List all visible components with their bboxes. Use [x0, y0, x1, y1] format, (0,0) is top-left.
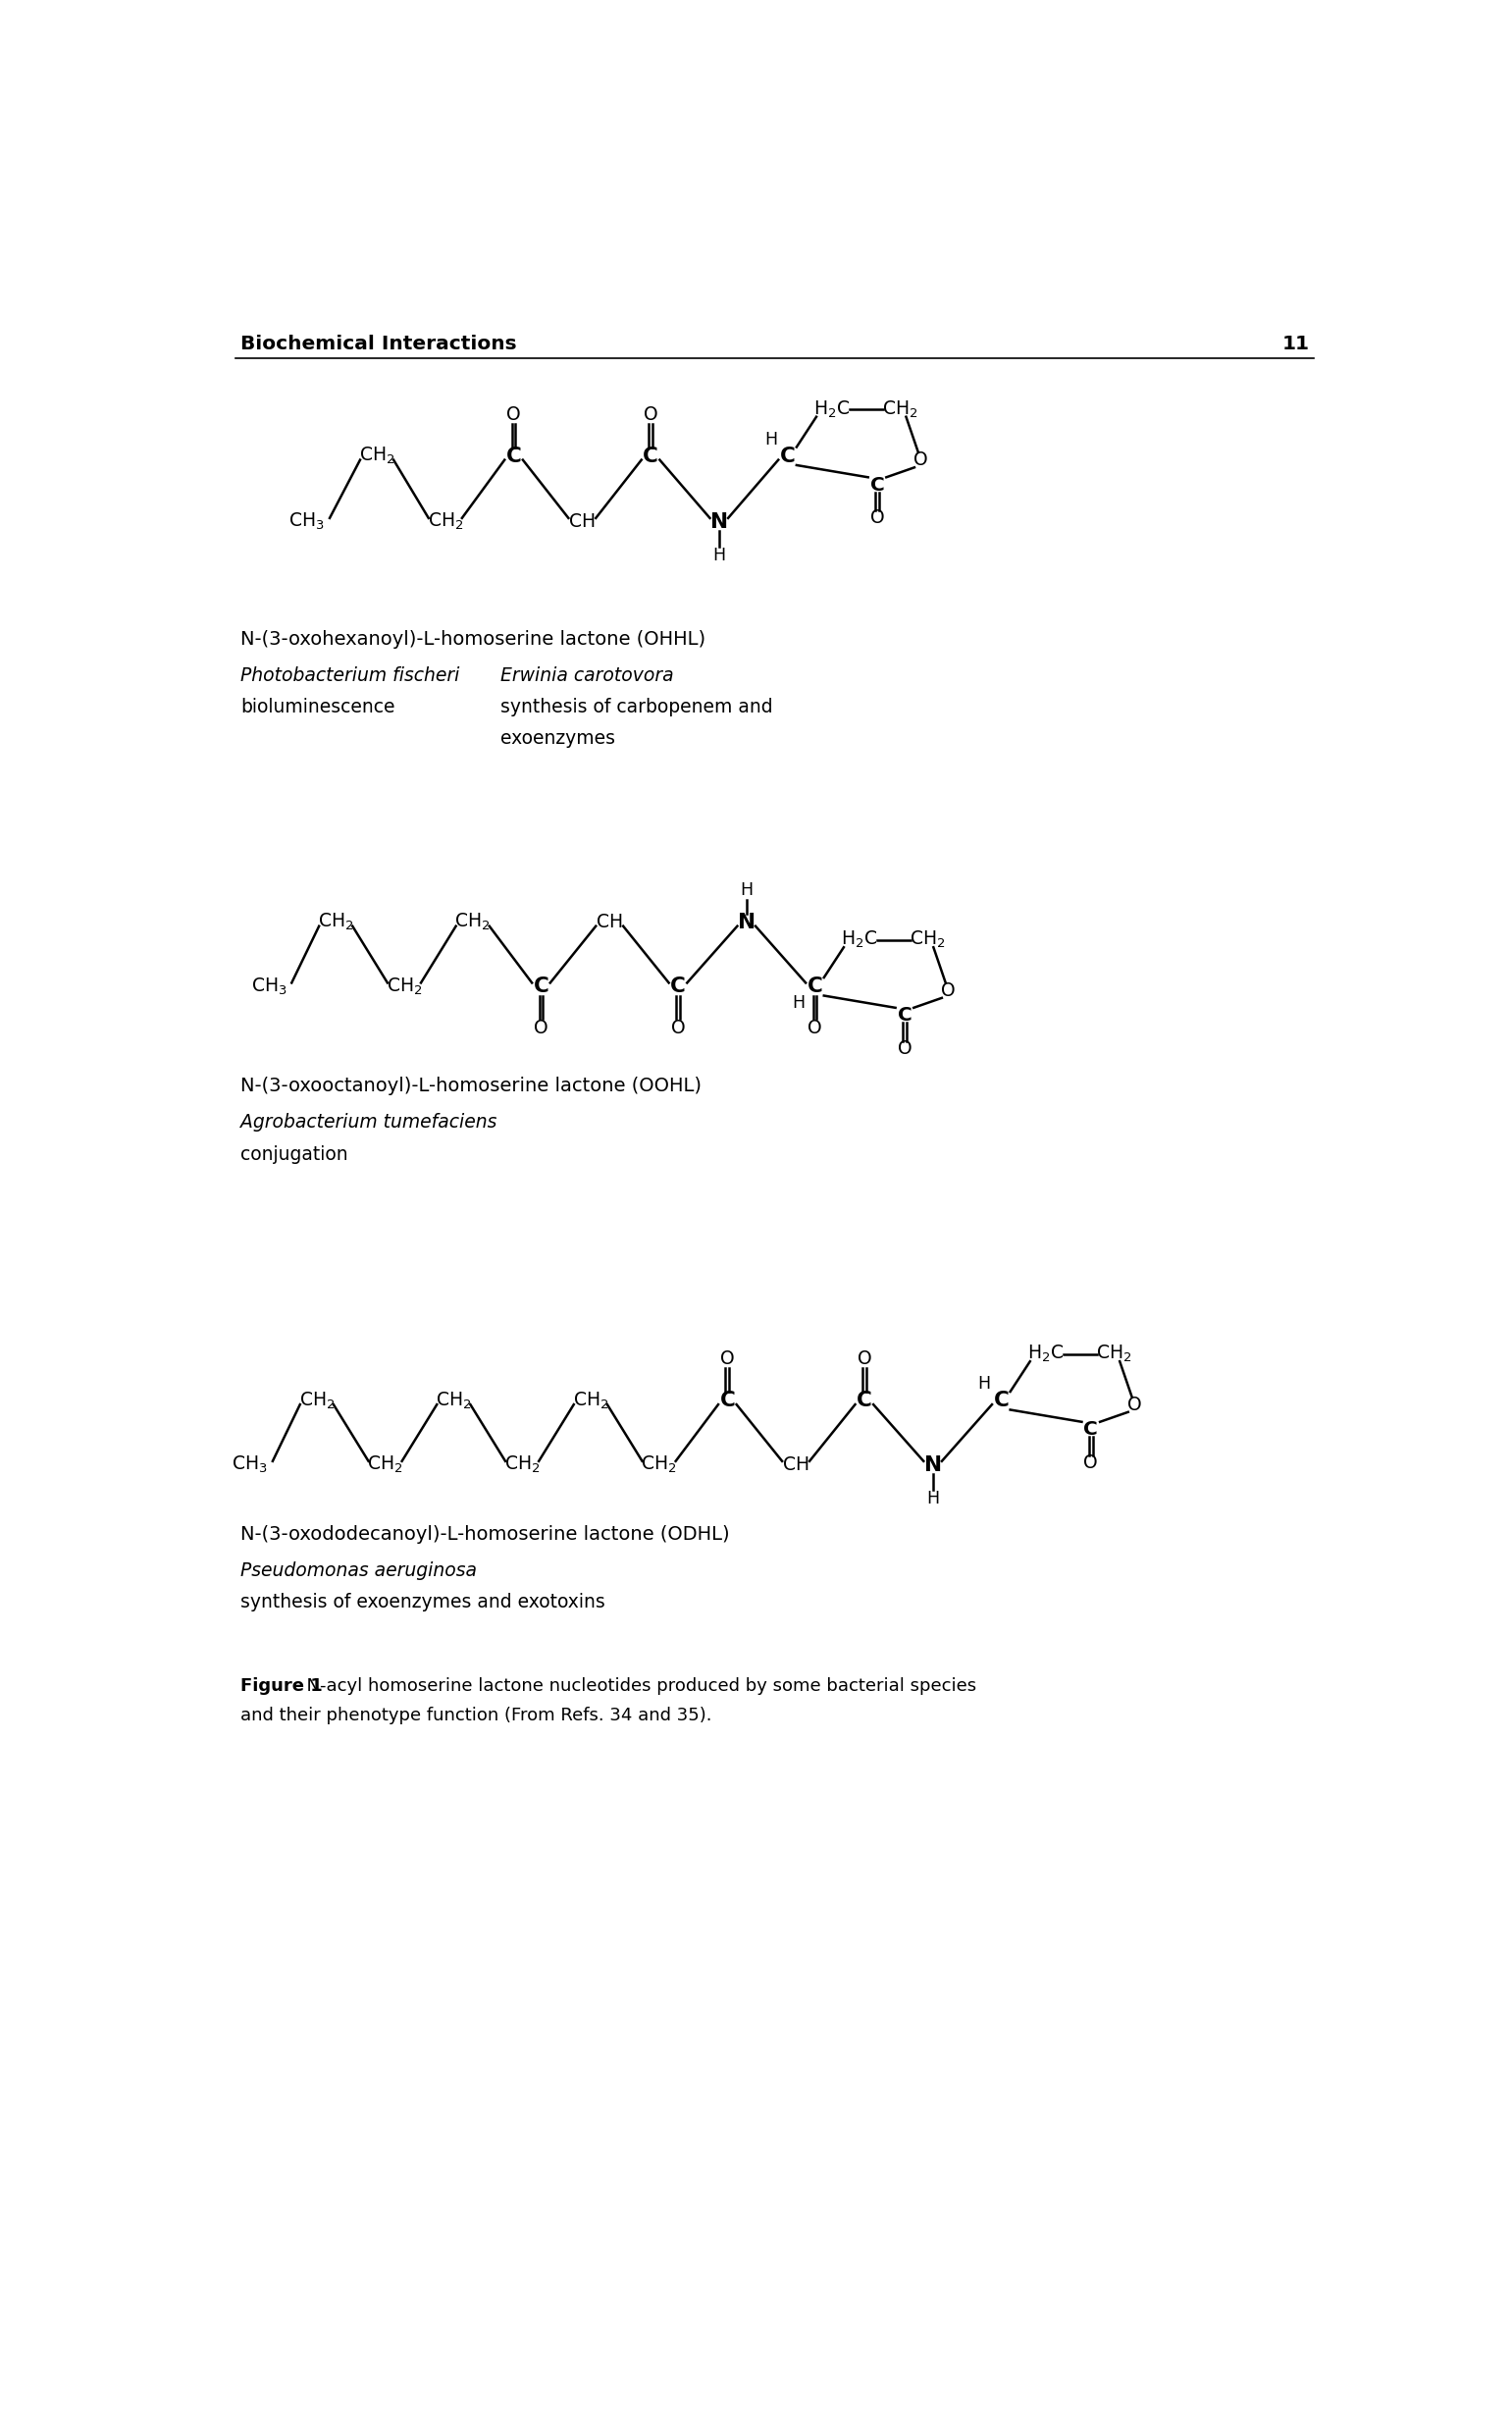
- Text: CH$_2$: CH$_2$: [318, 913, 354, 932]
- Text: CH$_2$: CH$_2$: [386, 976, 422, 998]
- Text: O: O: [720, 1350, 735, 1369]
- Text: N: N: [711, 512, 727, 532]
- Text: CH$_3$: CH$_3$: [231, 1454, 268, 1476]
- Text: C: C: [643, 447, 658, 466]
- Text: bioluminescence: bioluminescence: [240, 697, 395, 716]
- Text: C: C: [1084, 1420, 1098, 1440]
- Text: CH$_2$: CH$_2$: [881, 398, 918, 420]
- Text: Figure 1: Figure 1: [240, 1678, 324, 1695]
- Text: O: O: [913, 452, 928, 469]
- Text: CH$_2$: CH$_2$: [641, 1454, 677, 1476]
- Text: C: C: [856, 1391, 872, 1411]
- Text: CH$_2$: CH$_2$: [573, 1391, 608, 1411]
- Text: C: C: [780, 447, 795, 466]
- Text: C: C: [670, 976, 686, 995]
- Text: O: O: [644, 405, 658, 425]
- Text: Pseudomonas aeruginosa: Pseudomonas aeruginosa: [240, 1561, 478, 1581]
- Text: and their phenotype function (From Refs. 34 and 35).: and their phenotype function (From Refs.…: [240, 1707, 712, 1724]
- Text: exoenzymes: exoenzymes: [500, 728, 615, 748]
- Text: CH: CH: [783, 1457, 809, 1474]
- Text: H: H: [978, 1374, 990, 1394]
- Text: CH$_2$: CH$_2$: [1096, 1343, 1131, 1365]
- Text: CH: CH: [596, 913, 623, 932]
- Text: H: H: [764, 430, 777, 449]
- Text: Erwinia carotovora: Erwinia carotovora: [500, 665, 674, 685]
- Text: H: H: [792, 995, 804, 1012]
- Text: CH$_3$: CH$_3$: [251, 976, 287, 998]
- Text: synthesis of carbopenem and: synthesis of carbopenem and: [500, 697, 773, 716]
- Text: H: H: [927, 1491, 939, 1508]
- Text: CH$_2$: CH$_2$: [358, 447, 395, 466]
- Text: O: O: [1126, 1396, 1142, 1413]
- Text: Photobacterium fischeri: Photobacterium fischeri: [240, 665, 460, 685]
- Text: O: O: [671, 1020, 685, 1037]
- Text: N-(3-oxohexanoyl)-L-homoserine lactone (OHHL): N-(3-oxohexanoyl)-L-homoserine lactone (…: [240, 629, 706, 648]
- Text: Biochemical Interactions: Biochemical Interactions: [240, 335, 517, 354]
- Text: C: C: [507, 447, 522, 466]
- Text: O: O: [857, 1350, 871, 1369]
- Text: O: O: [869, 510, 885, 527]
- Text: C: C: [869, 476, 885, 495]
- Text: synthesis of exoenzymes and exotoxins: synthesis of exoenzymes and exotoxins: [240, 1593, 605, 1612]
- Text: CH$_2$: CH$_2$: [367, 1454, 404, 1476]
- Text: CH: CH: [569, 512, 596, 532]
- Text: CH$_2$: CH$_2$: [299, 1391, 334, 1411]
- Text: O: O: [898, 1039, 912, 1059]
- Text: H$_2$C: H$_2$C: [1027, 1343, 1063, 1365]
- Text: H$_2$C: H$_2$C: [841, 930, 877, 949]
- Text: O: O: [507, 405, 520, 425]
- Text: C: C: [807, 976, 823, 995]
- Text: CH$_2$: CH$_2$: [435, 1391, 472, 1411]
- Text: O: O: [534, 1020, 549, 1037]
- Text: N-(3-oxooctanoyl)-L-homoserine lactone (OOHL): N-(3-oxooctanoyl)-L-homoserine lactone (…: [240, 1078, 702, 1095]
- Text: H: H: [712, 546, 726, 566]
- Text: N: N: [738, 913, 756, 932]
- Text: O: O: [807, 1020, 823, 1037]
- Text: C: C: [534, 976, 549, 995]
- Text: CH$_2$: CH$_2$: [455, 913, 490, 932]
- Text: H$_2$C: H$_2$C: [813, 398, 850, 420]
- Text: N-acyl homoserine lactone nucleotides produced by some bacterial species: N-acyl homoserine lactone nucleotides pr…: [295, 1678, 977, 1695]
- Text: CH$_2$: CH$_2$: [428, 512, 463, 532]
- Text: C: C: [897, 1005, 912, 1025]
- Text: 11: 11: [1282, 335, 1309, 354]
- Text: N-(3-oxododecanoyl)-L-homoserine lactone (ODHL): N-(3-oxododecanoyl)-L-homoserine lactone…: [240, 1525, 730, 1544]
- Text: C: C: [993, 1391, 1009, 1411]
- Text: Agrobacterium tumefaciens: Agrobacterium tumefaciens: [240, 1114, 497, 1131]
- Text: CH$_2$: CH$_2$: [503, 1454, 540, 1476]
- Text: N: N: [924, 1454, 942, 1474]
- Text: O: O: [1084, 1454, 1098, 1471]
- Text: CH$_2$: CH$_2$: [909, 930, 945, 949]
- Text: O: O: [940, 981, 956, 1000]
- Text: conjugation: conjugation: [240, 1146, 348, 1163]
- Text: C: C: [720, 1391, 735, 1411]
- Text: CH$_3$: CH$_3$: [289, 512, 325, 532]
- Text: H: H: [739, 881, 753, 898]
